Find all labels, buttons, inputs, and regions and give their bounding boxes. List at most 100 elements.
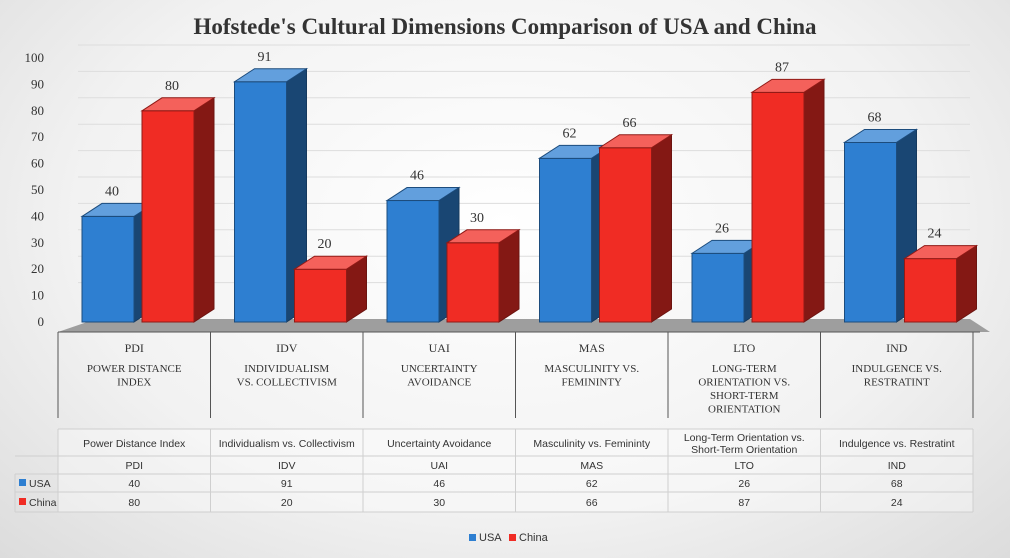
x-category-code: PDI	[125, 341, 144, 355]
table-cell: 24	[891, 497, 903, 509]
table-header-code: IND	[888, 460, 907, 472]
bar-china-top	[750, 78, 826, 93]
x-category-label: INDIVIDUALISM	[244, 363, 329, 375]
table-cell: 91	[281, 478, 293, 490]
y-tick-label: 100	[25, 50, 45, 65]
table-cell: 30	[433, 497, 445, 509]
table-cell: 26	[738, 478, 750, 490]
x-category-label: RESTRATINT	[864, 377, 930, 389]
y-tick-label: 90	[31, 76, 44, 91]
y-tick-label: 50	[31, 182, 44, 197]
table-header-full: Long-Term Orientation vs.	[684, 432, 805, 444]
table-header-full: Uncertainty Avoidance	[387, 438, 491, 450]
bar-china	[904, 258, 957, 323]
x-category-label: SHORT-TERM	[710, 390, 779, 402]
table-header-code: PDI	[125, 460, 143, 472]
legend: USA China	[469, 532, 549, 544]
bar-china-side	[803, 78, 825, 323]
data-label: 26	[715, 221, 729, 236]
table-legend-key	[19, 498, 26, 505]
bar-china-side	[193, 96, 215, 323]
data-label: 87	[775, 60, 789, 75]
x-category-code: IND	[886, 341, 908, 355]
y-tick-label: 80	[31, 103, 44, 118]
data-label: 30	[470, 211, 484, 226]
x-category-label: AVOIDANCE	[407, 377, 471, 389]
bar-usa	[81, 215, 135, 323]
bar-usa	[539, 157, 592, 323]
data-label: 80	[165, 79, 179, 94]
table-header-full: Individualism vs. Collectivism	[219, 438, 355, 450]
bar-china	[751, 91, 805, 323]
table-cell: 62	[586, 478, 598, 490]
x-category-label: ORIENTATION VS.	[698, 377, 790, 389]
table-cell: 87	[738, 497, 750, 509]
legend-label: USA	[479, 532, 502, 544]
table-header-code: UAI	[430, 460, 448, 472]
y-tick-label: 40	[31, 208, 44, 223]
table-header-code: LTO	[735, 460, 754, 472]
y-tick-label: 0	[38, 314, 45, 329]
y-tick-label: 70	[31, 129, 44, 144]
x-category-label: INDEX	[117, 377, 151, 389]
table-cell: 20	[281, 497, 293, 509]
table-cell: 68	[891, 478, 903, 490]
data-label: 24	[928, 227, 942, 242]
x-category-code: MAS	[579, 341, 605, 355]
data-label: 40	[105, 184, 119, 199]
table-header-code: IDV	[278, 460, 296, 472]
table-header-full: Power Distance Index	[83, 438, 186, 450]
chart-title: Hofstede's Cultural Dimensions Compariso…	[193, 14, 817, 39]
bar-china-top	[292, 255, 369, 270]
data-label: 46	[410, 169, 424, 184]
y-tick-label: 20	[31, 261, 44, 276]
x-category-label: MASCULINITY VS.	[544, 363, 639, 375]
legend-label: China	[519, 532, 549, 544]
x-category-label: INDULGENCE VS.	[852, 363, 942, 375]
table-cell: 80	[128, 497, 140, 509]
bar-china	[141, 110, 195, 323]
data-label: 66	[623, 116, 637, 131]
table-header-full: Short-Term Orientation	[691, 444, 797, 456]
table-series-name: China	[29, 497, 57, 509]
bar-usa-top	[232, 68, 309, 83]
y-tick-label: 10	[31, 288, 44, 303]
bar-china-side	[651, 133, 672, 323]
bar-usa	[386, 200, 440, 323]
bar-china	[294, 268, 347, 323]
x-category-code: LTO	[733, 341, 755, 355]
table-cell: 66	[586, 497, 598, 509]
bar-usa	[691, 252, 745, 323]
x-category-label: VS. COLLECTIVISM	[237, 377, 337, 389]
data-label: 20	[318, 237, 332, 252]
x-category-label: UNCERTAINTY	[401, 363, 478, 375]
bar-china	[446, 242, 500, 323]
x-category-code: UAI	[429, 341, 450, 355]
bars: 40 80 91 20 46 30 62 66 26 87 68 24	[80, 50, 979, 323]
table-header-full: Masculinity vs. Femininty	[533, 438, 650, 450]
legend-key	[469, 534, 476, 541]
bar-china-top	[140, 97, 216, 112]
bar-china-top	[597, 134, 674, 149]
data-table: Power Distance Index PDI 40 80 Individualism…	[14, 428, 974, 513]
table-cell: 40	[128, 478, 140, 490]
bar-china	[599, 147, 652, 323]
y-axis: 0 10 20 30 40 50 60 70 80 90 100	[25, 50, 45, 329]
y-tick-label: 60	[31, 156, 44, 171]
data-label: 62	[563, 126, 577, 141]
bar-usa	[234, 81, 287, 323]
bar-china-top	[902, 245, 979, 260]
bar-usa	[844, 141, 897, 323]
table-cell: 46	[433, 478, 445, 490]
data-label: 91	[258, 50, 272, 65]
x-category-label: LONG-TERM	[712, 363, 777, 375]
data-label: 68	[868, 110, 882, 125]
x-axis: PDI POWER DISTANCE INDEX IDV INDIVIDUALISM VS…	[57, 331, 980, 418]
x-category-label: ORIENTATION	[708, 404, 780, 416]
table-legend-key	[19, 479, 26, 486]
bar-usa-top	[385, 187, 461, 202]
bar-china-side	[498, 228, 520, 323]
bar-usa-top	[842, 128, 919, 143]
